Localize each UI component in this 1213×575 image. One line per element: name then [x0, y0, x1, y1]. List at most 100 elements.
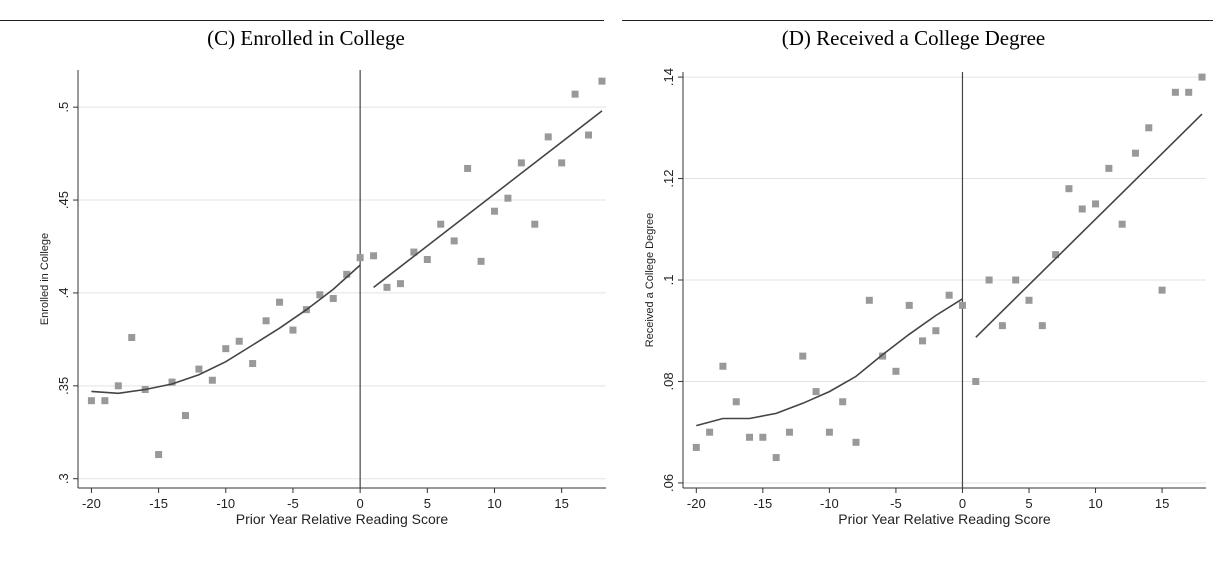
data-point	[865, 296, 873, 304]
data-point	[464, 164, 472, 172]
x-tick-label: 10	[1088, 496, 1102, 511]
x-tick-label: 10	[487, 496, 501, 511]
data-point	[719, 362, 727, 370]
data-point	[1012, 276, 1020, 284]
y-tick-label: .5	[56, 102, 71, 113]
data-point	[1092, 200, 1100, 208]
data-point	[879, 352, 887, 360]
data-point	[945, 291, 953, 299]
data-point	[998, 322, 1006, 330]
y-tick-label: .14	[661, 68, 676, 86]
data-point	[905, 301, 913, 309]
data-point	[356, 254, 364, 262]
data-point	[490, 207, 498, 215]
data-point	[262, 317, 270, 325]
data-point	[329, 295, 337, 303]
y-axis-label: Received a College Degree	[644, 213, 656, 348]
chart-title: (C) Enrolled in College	[207, 26, 405, 50]
y-tick-label: .3	[56, 473, 71, 484]
data-point	[208, 376, 216, 384]
x-tick-label: -10	[216, 496, 235, 511]
data-point	[1198, 73, 1206, 81]
data-point	[396, 280, 404, 288]
data-point	[1052, 251, 1060, 259]
y-tick-label: .06	[661, 474, 676, 492]
data-point	[87, 397, 95, 405]
data-point	[692, 443, 700, 451]
top-rule-left	[0, 20, 604, 21]
data-point	[410, 248, 418, 256]
fit-line-right	[373, 110, 603, 289]
top-rule-right	[622, 20, 1213, 21]
data-point	[114, 382, 122, 390]
data-point	[128, 334, 136, 342]
fit-line-right	[975, 113, 1203, 338]
data-point	[1185, 88, 1193, 96]
data-point	[571, 90, 579, 98]
data-point	[517, 159, 525, 167]
data-point	[1145, 124, 1153, 132]
data-point	[932, 327, 940, 335]
data-point	[759, 433, 767, 441]
data-point	[531, 220, 539, 228]
data-point	[1105, 164, 1113, 172]
x-tick-label: -5	[890, 496, 902, 511]
data-point	[1065, 185, 1073, 193]
data-point	[585, 131, 593, 139]
y-tick-label: .45	[56, 191, 71, 209]
data-point	[222, 345, 230, 353]
data-point	[276, 298, 284, 306]
data-point	[892, 367, 900, 375]
data-point	[825, 428, 833, 436]
chart-panel-d: (D) Received a College Degree .06 .08 .1 .1…	[614, 22, 1213, 542]
data-point	[195, 365, 203, 373]
x-axis-label: Prior Year Relative Reading Score	[236, 511, 449, 527]
data-point	[437, 220, 445, 228]
data-point	[919, 337, 927, 345]
data-point	[249, 360, 257, 368]
data-point	[958, 301, 966, 309]
x-tick-label: 15	[1155, 496, 1169, 511]
data-point	[1078, 205, 1086, 213]
data-point	[732, 398, 740, 406]
data-point	[504, 194, 512, 202]
x-tick-label: -5	[287, 496, 299, 511]
data-point	[1171, 88, 1179, 96]
data-point	[772, 454, 780, 462]
data-point	[972, 377, 980, 385]
y-tick-label: .12	[661, 169, 676, 187]
data-point	[839, 398, 847, 406]
x-tick-label: -15	[753, 496, 772, 511]
data-point	[343, 270, 351, 278]
data-point	[316, 291, 324, 299]
y-tick-label: .1	[661, 275, 676, 286]
chart-panel-c: (C) Enrolled in College .3 .35 .4 .45 .5 -20 -…	[0, 22, 612, 542]
data-point	[235, 337, 243, 345]
data-point	[289, 326, 297, 334]
data-point	[477, 257, 485, 265]
data-point	[812, 388, 820, 396]
data-point	[101, 397, 109, 405]
y-tick-label: .08	[661, 372, 676, 390]
data-point	[706, 428, 714, 436]
data-point	[1118, 220, 1126, 228]
data-point	[1025, 296, 1033, 304]
y-tick-label: .35	[56, 377, 71, 395]
data-point	[370, 252, 378, 260]
chart-plot: .06 .08 .1 .12 .14 -20 -15 -10 -5 0 5 10 15 Prior Yea…	[644, 68, 1206, 527]
data-point	[598, 77, 606, 85]
data-point	[799, 352, 807, 360]
data-point	[155, 451, 163, 459]
x-tick-label: 0	[357, 496, 364, 511]
data-point	[746, 433, 754, 441]
data-point	[450, 237, 458, 245]
y-axis-label: Enrolled in College	[39, 233, 51, 325]
x-tick-label: 0	[959, 496, 966, 511]
chart-plot: .3 .35 .4 .45 .5 -20 -15 -10 -5 0 5 10 15 Prior Year …	[39, 70, 606, 527]
x-tick-label: 5	[1025, 496, 1032, 511]
data-point	[181, 412, 189, 420]
data-point	[1131, 149, 1139, 157]
x-tick-label: -20	[687, 496, 706, 511]
data-point	[985, 276, 993, 284]
chart-title: (D) Received a College Degree	[781, 26, 1046, 50]
